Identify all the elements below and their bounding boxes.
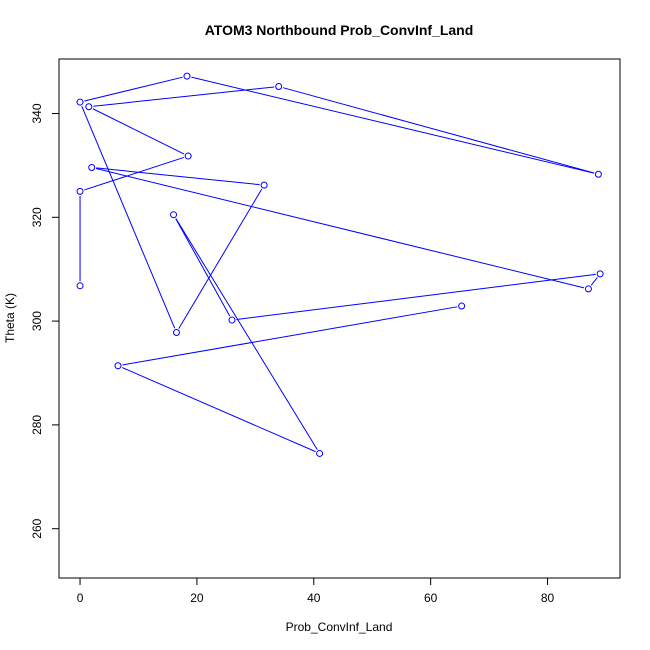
data-point — [184, 152, 192, 160]
x-tick-label: 80 — [541, 591, 555, 605]
data-point — [584, 285, 592, 293]
data-point — [260, 181, 268, 189]
x-tick-label: 0 — [77, 591, 84, 605]
series-segment — [175, 218, 318, 450]
data-point — [85, 103, 93, 111]
y-tick-label: 280 — [30, 415, 44, 435]
series-segment — [95, 168, 585, 289]
series-segment — [84, 156, 185, 191]
series-segment — [84, 76, 183, 102]
data-point — [596, 270, 604, 278]
data-point — [170, 211, 178, 219]
series-segment — [590, 277, 598, 286]
x-tick-label: 20 — [190, 591, 204, 605]
data-point — [275, 83, 283, 91]
data-point — [594, 170, 602, 178]
y-tick-label: 340 — [30, 103, 44, 123]
y-axis-label: Theta (K) — [3, 293, 17, 343]
series-segment — [236, 273, 596, 320]
data-point — [316, 449, 324, 457]
series-segment — [178, 188, 263, 329]
series-segment — [81, 106, 176, 329]
series-segment — [96, 167, 260, 186]
data-point — [76, 187, 84, 195]
y-axis: 260 280 300 320 340 — [30, 103, 60, 539]
data-point — [458, 302, 466, 310]
series-segment — [175, 218, 231, 317]
y-tick-label: 260 — [30, 518, 44, 538]
data-point — [76, 98, 84, 106]
x-axis: 0 20 40 60 80 — [77, 577, 555, 605]
y-tick-label: 320 — [30, 207, 44, 227]
x-tick-label: 60 — [424, 591, 438, 605]
series-segment — [282, 87, 595, 174]
data-point — [114, 362, 122, 370]
plot-frame — [58, 58, 621, 579]
series-segment — [122, 306, 458, 366]
series-segment — [121, 367, 316, 453]
data-point — [183, 72, 191, 80]
series-segment — [93, 86, 275, 107]
data-point — [228, 316, 236, 324]
data-series — [76, 72, 604, 457]
data-point — [172, 329, 180, 337]
data-point — [76, 282, 84, 290]
data-point — [88, 163, 96, 171]
x-tick-label: 40 — [307, 591, 321, 605]
series-segment — [191, 76, 595, 174]
x-axis-label: Prob_ConvInf_Land — [286, 620, 393, 634]
y-tick-label: 300 — [30, 311, 44, 331]
series-segment — [92, 108, 185, 155]
chart-title: ATOM3 Northbound Prob_ConvInf_Land — [205, 22, 474, 38]
